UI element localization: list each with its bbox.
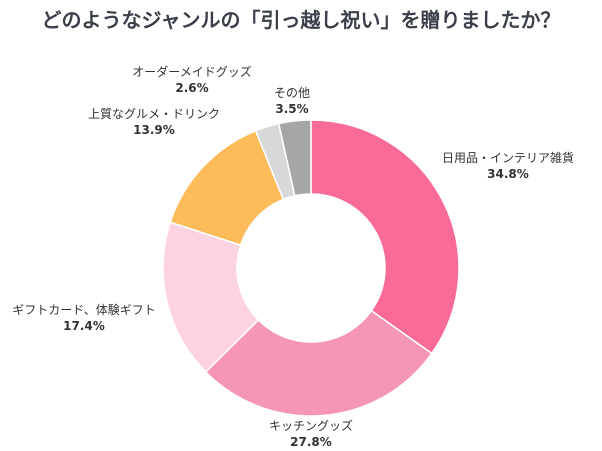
value-ordermade: 2.6% (175, 81, 208, 95)
label-giftcard: ギフトカード、体験ギフト (12, 302, 156, 317)
value-giftcard: 17.4% (63, 319, 105, 333)
label-interior: 日用品・インテリア雑貨 (442, 150, 574, 165)
label-kitchen: キッチングッズ (269, 418, 353, 433)
slice-labels: 日用品・インテリア雑貨 34.8% キッチングッズ 27.8% ギフトカード、体験ギフト… (12, 64, 574, 449)
label-other: その他 (274, 86, 310, 100)
value-interior: 34.8% (487, 167, 529, 181)
value-kitchen: 27.8% (290, 435, 332, 449)
donut-slices (162, 119, 460, 417)
value-gourmet: 13.9% (133, 123, 175, 137)
chart-title: どのようなジャンルの「引っ越し祝い」を贈りましたか？ (42, 8, 561, 32)
donut-hole (237, 194, 385, 342)
label-ordermade: オーダーメイドグッズ (132, 64, 252, 79)
value-other: 3.5% (275, 102, 308, 116)
label-gourmet: 上質なグルメ・ドリンク (88, 106, 220, 121)
